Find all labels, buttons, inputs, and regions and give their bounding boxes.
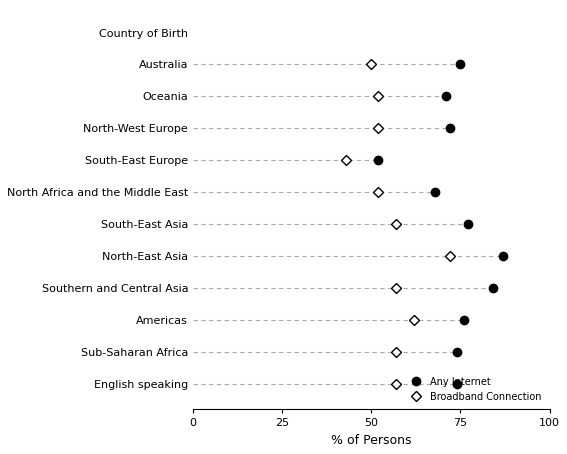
X-axis label: % of Persons: % of Persons — [331, 434, 412, 447]
Legend: Any Internet, Broadband Connection: Any Internet, Broadband Connection — [403, 374, 545, 405]
